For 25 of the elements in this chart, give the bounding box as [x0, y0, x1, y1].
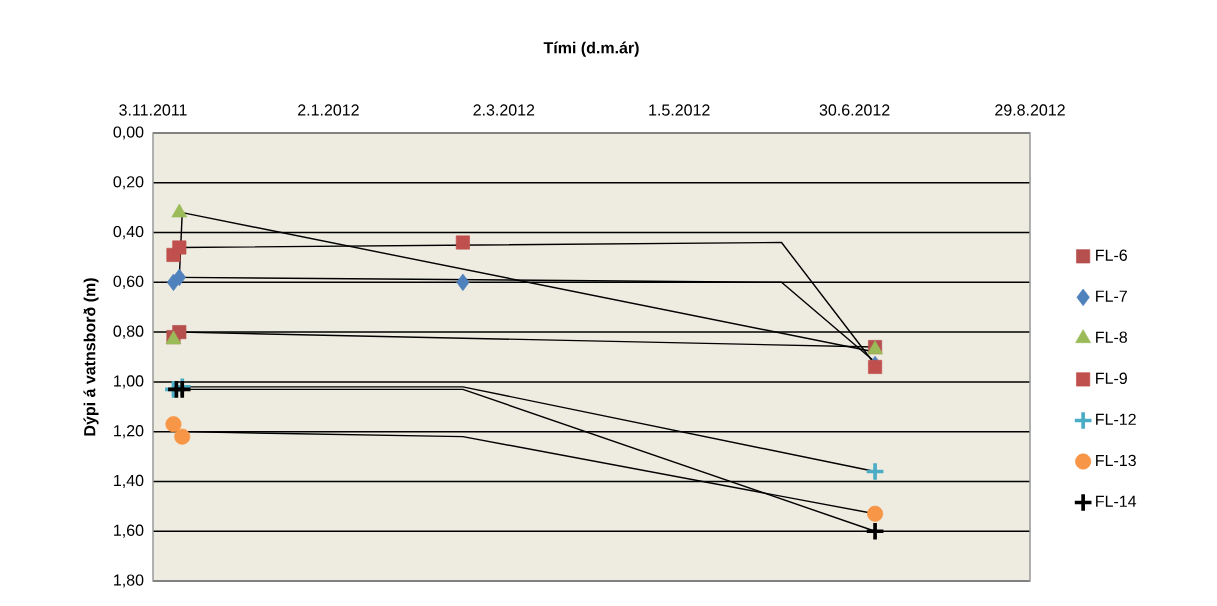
- y-tick-label: 0,00: [113, 126, 144, 140]
- x-tick-label: 29.8.2012: [995, 104, 1065, 116]
- y-tick-label: 0,60: [113, 275, 144, 289]
- legend-label: FL-14: [1096, 495, 1137, 507]
- legend-label: FL-8: [1096, 331, 1128, 343]
- y-tick-label: 1,00: [114, 375, 144, 389]
- y-tick-label: 1,40: [114, 474, 144, 489]
- y-axis-title: Dýpi á vatnsborð (m): [83, 278, 99, 436]
- y-tick-label: 0,40: [113, 225, 144, 240]
- legend-label: FL-9: [1096, 372, 1127, 384]
- y-tick-label: 1,80: [114, 574, 144, 588]
- y-tick-label: 1,20: [114, 425, 144, 439]
- legend-label: FL-6: [1096, 249, 1127, 261]
- x-axis-title: Tími (d.m.ár): [543, 41, 639, 57]
- legend-label: FL-12: [1096, 413, 1136, 425]
- x-tick-label: 3.11.2011: [119, 104, 187, 116]
- y-tick-label: 0,80: [113, 325, 144, 339]
- legend-label: FL-13: [1096, 454, 1136, 467]
- x-tick-label: 30.6.2012: [819, 104, 890, 116]
- x-tick-label: 2.3.2012: [473, 104, 535, 116]
- legend-label: FL-7: [1096, 290, 1127, 302]
- y-tick-label: 0,20: [113, 176, 144, 190]
- x-tick-label: 2.1.2012: [298, 104, 359, 116]
- x-tick-label: 1.5.2012: [649, 104, 710, 116]
- y-tick-label: 1,60: [114, 524, 144, 538]
